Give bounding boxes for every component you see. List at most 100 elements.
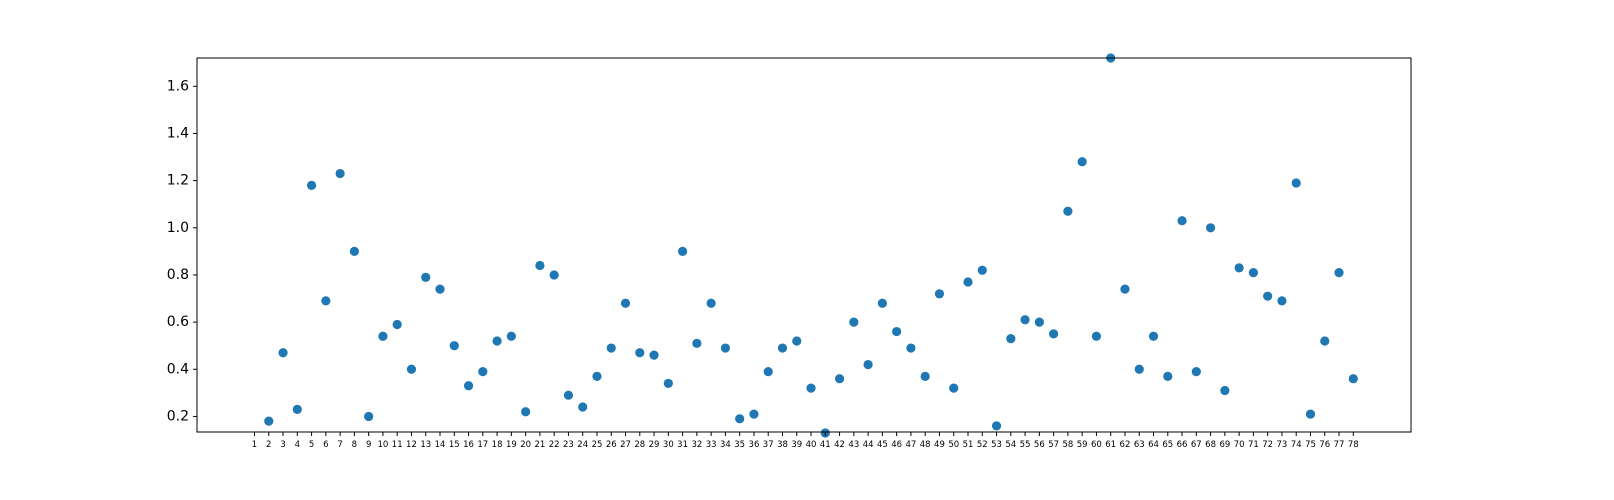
data-point-44 <box>863 359 873 370</box>
x-tick-label: 58 <box>1062 440 1073 450</box>
data-point-10 <box>378 331 388 341</box>
x-tick-label: 19 <box>506 440 517 450</box>
x-tick-label: 48 <box>920 440 931 450</box>
x-tick-label: 5 <box>309 440 314 450</box>
x-tick-label: 29 <box>649 440 660 450</box>
data-point-33 <box>706 298 716 308</box>
plot-area-frame <box>196 57 1412 433</box>
x-tick-label: 31 <box>677 440 688 450</box>
data-point-46 <box>892 326 902 337</box>
x-tick-label: 12 <box>406 440 417 450</box>
x-tick-label: 22 <box>549 440 560 450</box>
data-point-45 <box>877 298 887 308</box>
data-point-28 <box>635 348 645 358</box>
data-point-77 <box>1334 267 1344 278</box>
data-point-29 <box>649 350 659 360</box>
x-tick-label: 20 <box>520 440 531 450</box>
data-point-4 <box>292 404 302 414</box>
data-point-23 <box>563 390 574 400</box>
data-point-21 <box>535 260 545 271</box>
x-tick-label: 13 <box>420 440 431 450</box>
data-point-30 <box>663 378 673 389</box>
data-point-52 <box>977 265 987 275</box>
y-axis-ticks: 0.2 0.4 0.6 0.8 1.0 1.2 1.4 1.6 <box>167 78 197 424</box>
x-tick-label: 18 <box>492 440 503 450</box>
x-tick-label: 61 <box>1105 440 1116 450</box>
x-tick-label: 25 <box>592 440 603 450</box>
data-point-19 <box>506 331 516 341</box>
x-tick-label: 68 <box>1205 440 1216 450</box>
x-tick-label: 38 <box>777 440 788 450</box>
data-point-7 <box>335 168 345 179</box>
x-tick-label: 72 <box>1262 440 1273 450</box>
x-tick-label: 24 <box>577 440 588 450</box>
x-tick-label: 32 <box>691 440 702 450</box>
data-point-55 <box>1020 315 1030 325</box>
data-point-56 <box>1034 317 1044 327</box>
data-point-8 <box>349 246 359 256</box>
x-tick-label: 43 <box>848 440 859 450</box>
x-tick-label: 10 <box>378 440 389 450</box>
x-tick-label: 54 <box>1005 440 1016 450</box>
data-point-38 <box>777 343 788 353</box>
x-tick-label: 39 <box>791 440 802 450</box>
x-tick-label: 66 <box>1177 440 1188 450</box>
x-tick-label: 36 <box>749 440 760 450</box>
data-point-34 <box>720 343 731 353</box>
data-point-31 <box>678 246 688 256</box>
x-tick-label: 44 <box>863 440 874 450</box>
x-tick-label: 62 <box>1120 440 1131 450</box>
x-axis-ticks: 1 2 3 4 5 6 7 8 9 10 11 12 13 14 15 16 17 18 19 20 21 22 23 24 2… <box>252 432 1359 450</box>
data-point-6 <box>321 296 331 306</box>
data-point-74 <box>1291 178 1301 188</box>
data-point-51 <box>963 277 973 287</box>
x-tick-label: 52 <box>977 440 988 450</box>
y-tick-label: 1.6 <box>167 78 189 94</box>
x-tick-label: 69 <box>1219 440 1230 450</box>
x-tick-label: 73 <box>1277 440 1288 450</box>
x-tick-label: 45 <box>877 440 888 450</box>
data-point-17 <box>478 367 488 377</box>
data-point-5 <box>306 180 317 190</box>
x-tick-label: 67 <box>1191 440 1202 450</box>
x-tick-label: 70 <box>1234 440 1245 450</box>
y-tick-label: 0.2 <box>167 408 189 424</box>
y-tick-label: 0.6 <box>167 314 189 330</box>
data-point-36 <box>749 409 759 419</box>
x-tick-label: 8 <box>352 440 357 450</box>
x-tick-label: 46 <box>891 440 902 450</box>
x-tick-label: 17 <box>477 440 488 450</box>
x-tick-label: 21 <box>534 440 545 450</box>
y-tick-label: 1.2 <box>167 173 189 189</box>
x-tick-label: 47 <box>906 440 917 450</box>
y-tick-label: 0.8 <box>167 267 189 283</box>
x-tick-label: 42 <box>834 440 845 450</box>
data-point-14 <box>435 284 445 294</box>
y-tick-label: 1.4 <box>167 125 189 141</box>
x-tick-label: 78 <box>1348 440 1359 450</box>
data-point-27 <box>620 298 631 308</box>
data-point-66 <box>1177 216 1187 226</box>
data-point-78 <box>1348 374 1358 384</box>
x-tick-label: 34 <box>720 440 731 450</box>
x-tick-label: 41 <box>820 440 831 450</box>
data-point-54 <box>1006 334 1016 344</box>
data-point-13 <box>421 272 431 282</box>
data-point-75 <box>1305 409 1316 419</box>
data-point-2 <box>264 416 274 426</box>
y-tick-label: 1.0 <box>167 220 189 236</box>
x-tick-label: 57 <box>1048 440 1059 450</box>
data-point-16 <box>463 381 474 391</box>
x-tick-label: 11 <box>392 440 403 450</box>
x-tick-label: 49 <box>934 440 945 450</box>
data-point-42 <box>834 374 845 384</box>
data-point-39 <box>792 336 802 346</box>
data-point-70 <box>1234 263 1244 273</box>
data-point-25 <box>592 371 602 381</box>
x-tick-label: 60 <box>1091 440 1102 450</box>
x-tick-label: 9 <box>366 440 371 450</box>
x-tick-label: 63 <box>1134 440 1145 450</box>
x-tick-label: 7 <box>337 440 342 450</box>
data-point-12 <box>406 364 417 374</box>
